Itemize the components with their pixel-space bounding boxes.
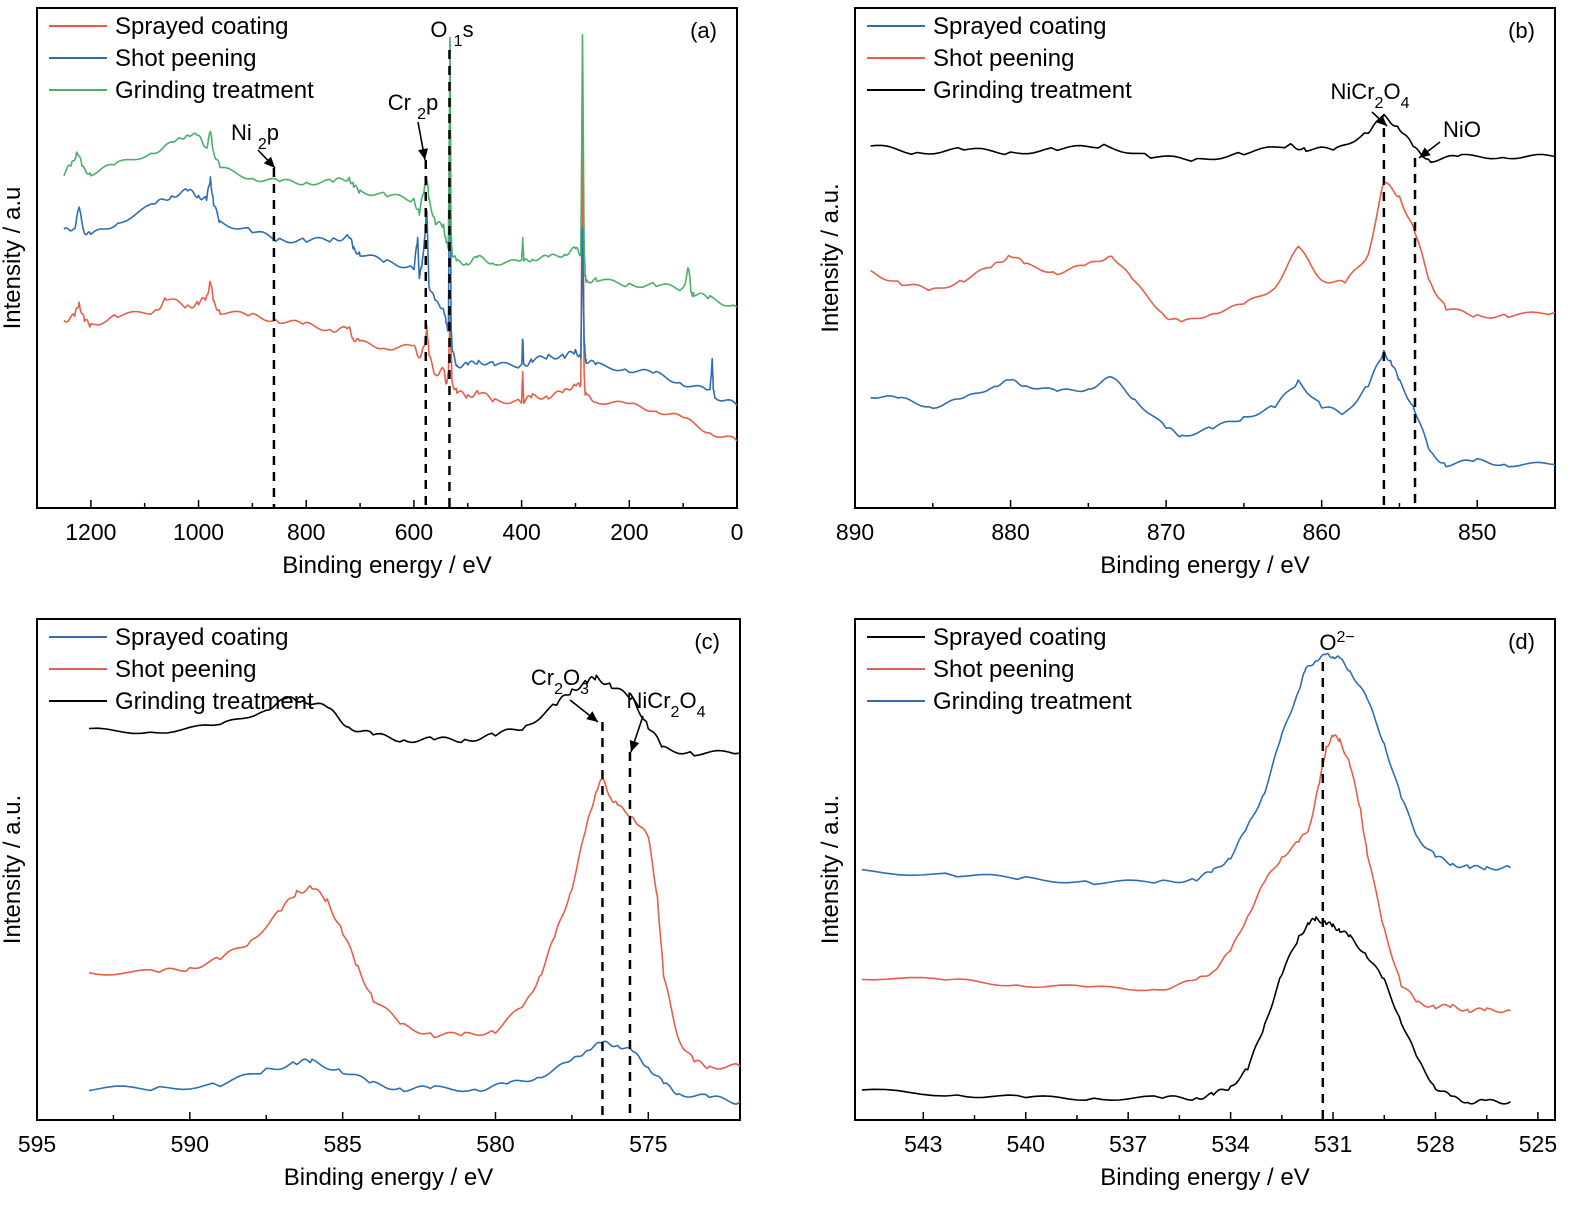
annotation-label: O 1s [430, 17, 473, 50]
x-tick-label: 0 [731, 519, 744, 545]
chart-panel-3: 543 540 537 534 531 528 525 Binding energy / eV… [817, 618, 1557, 1191]
annotation-label: NiO [1443, 117, 1481, 142]
legend-entry: Grinding treatment [933, 688, 1132, 715]
x-tick-label: 400 [502, 519, 540, 545]
arrow-head [263, 156, 275, 168]
annotation-label: Ni 2p [231, 120, 279, 153]
arrow-head [629, 739, 640, 752]
series-line-0 [63, 99, 738, 442]
x-tick-label: 537 [1109, 1131, 1147, 1157]
plot-frame [36, 618, 741, 1121]
x-axis-label: Binding energy / eV [284, 1164, 493, 1191]
legend-entry: Sprayed coating [115, 624, 288, 651]
x-tick-label: 580 [476, 1131, 514, 1157]
plot-frame [854, 618, 1556, 1121]
series-line-2 [861, 652, 1512, 886]
legend-entry: Grinding treatment [115, 688, 314, 715]
arrow-head [418, 148, 428, 160]
annotation-label: NiCr2O4 [1331, 79, 1410, 112]
arrow-head [1375, 114, 1387, 126]
x-tick-label: 534 [1211, 1131, 1250, 1157]
x-tick-label: 590 [171, 1131, 209, 1157]
x-tick-label: 200 [610, 519, 648, 545]
y-axis-label: Intensity / a.u [0, 187, 26, 330]
x-tick-label: 600 [395, 519, 433, 545]
x-tick-label: 800 [287, 519, 325, 545]
x-tick-label: 890 [836, 519, 874, 545]
series-line-1 [861, 734, 1511, 1014]
panel-label: (d) [1508, 629, 1535, 654]
legend-entry: Shot peening [933, 45, 1074, 72]
legend-entry: Shot peening [115, 45, 256, 72]
x-tick-label: 870 [1147, 519, 1185, 545]
x-tick-label: 860 [1302, 519, 1340, 545]
arrow-head [586, 711, 598, 722]
x-tick-label: 575 [629, 1131, 667, 1157]
y-axis-label: Intensity / a.u. [0, 795, 26, 944]
legend-entry: Shot peening [115, 656, 256, 683]
panel-label: (b) [1508, 18, 1535, 43]
annotation-label: O2− [1319, 629, 1354, 656]
annotation-label: Cr2O3 [531, 665, 589, 698]
x-axis-label: Binding energy / eV [1100, 1164, 1309, 1191]
y-axis-label: Intensity / a.u. [817, 795, 844, 944]
legend-entry: Grinding treatment [115, 77, 314, 104]
x-tick-label: 531 [1314, 1131, 1352, 1157]
series-line-2 [88, 674, 741, 757]
x-tick-label: 543 [904, 1131, 942, 1157]
series-line-0 [870, 349, 1556, 468]
chart-panel-1: 890 880 870 860 850 Binding energy / eV Intens… [817, 7, 1556, 579]
panel-label: (a) [690, 18, 717, 43]
chart-panel-2: 595 590 585 580 575 Binding energy / eV Intens… [0, 618, 741, 1191]
series-line-1 [870, 181, 1556, 323]
legend-entry: Sprayed coating [933, 13, 1106, 40]
x-axis-label: Binding energy / eV [1100, 552, 1309, 579]
x-tick-label: 850 [1458, 519, 1496, 545]
x-axis-label: Binding energy / eV [282, 552, 491, 579]
arrow-head [1419, 147, 1431, 158]
x-tick-label: 595 [18, 1131, 56, 1157]
legend-entry: Sprayed coating [933, 624, 1106, 651]
x-tick-label: 540 [1007, 1131, 1045, 1157]
x-tick-label: 880 [991, 519, 1029, 545]
series-line-1 [88, 777, 741, 1070]
series-line-0 [88, 1040, 741, 1105]
annotation-label: NiCr2O4 [627, 688, 706, 721]
series-line-1 [63, 81, 738, 406]
series-line-2 [63, 34, 738, 308]
annotation-label: Cr 2p [388, 90, 438, 123]
y-axis-label: Intensity / a.u. [817, 183, 844, 332]
legend-entry: Shot peening [933, 656, 1074, 683]
series-line-2 [870, 113, 1556, 164]
x-tick-label: 1200 [65, 519, 116, 545]
plot-frame [36, 7, 738, 509]
x-tick-label: 528 [1416, 1131, 1454, 1157]
x-tick-label: 1000 [173, 519, 224, 545]
legend-entry: Grinding treatment [933, 77, 1132, 104]
x-tick-label: 525 [1519, 1131, 1557, 1157]
chart-panel-0: 1200 1000 800 600 400 200 0 Binding energy / eV… [0, 7, 744, 579]
plot-frame [854, 7, 1556, 509]
legend-entry: Sprayed coating [115, 13, 288, 40]
series-line-0 [861, 916, 1511, 1105]
panel-label: (c) [694, 629, 720, 654]
x-tick-label: 585 [323, 1131, 361, 1157]
